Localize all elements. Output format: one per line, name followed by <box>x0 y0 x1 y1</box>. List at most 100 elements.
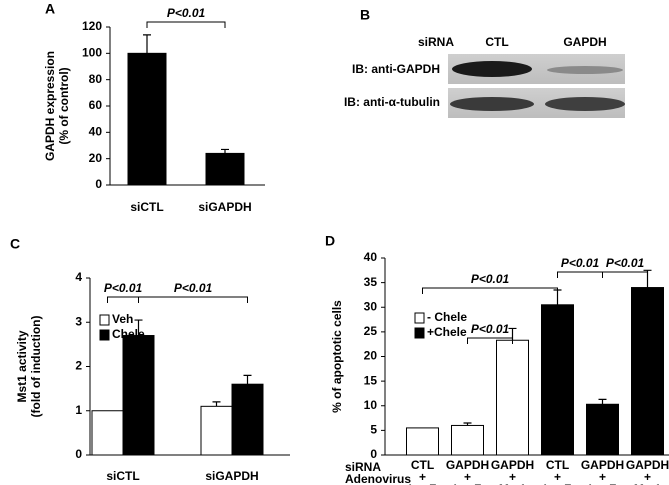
significance-label: P<0.01 <box>174 281 213 295</box>
x-tick-label: GAPDH <box>446 458 489 472</box>
y-tick-label: 5 <box>370 423 377 437</box>
y-tick-label: 20 <box>364 349 378 363</box>
row-label: Adenovirus <box>345 472 411 485</box>
bar <box>231 383 264 456</box>
panel-label: A <box>45 1 55 17</box>
blot-band <box>547 66 623 74</box>
x-tick-label: LacZ <box>408 482 436 485</box>
x-tick-label: + <box>464 470 471 484</box>
bar <box>451 424 484 456</box>
significance-bracket <box>467 337 513 344</box>
significance-label: P<0.01 <box>167 6 206 20</box>
bar <box>631 287 664 456</box>
y-tick-label: 20 <box>89 151 103 165</box>
error-bar <box>134 319 143 336</box>
y-axis-label: GAPDH expression <box>43 51 57 161</box>
y-tick-label: 30 <box>364 299 378 313</box>
bar <box>406 427 439 456</box>
row-label: siRNA <box>345 460 381 474</box>
error-bar <box>243 374 252 385</box>
x-tick-label: Mst1 <box>499 482 527 485</box>
x-tick-label: Mst1 <box>634 482 662 485</box>
bar <box>496 339 529 456</box>
panel-label: D <box>325 233 335 249</box>
x-tick-label: + <box>554 470 561 484</box>
x-tick-label: GAPDH <box>626 458 669 472</box>
legend-label: Chele <box>112 327 145 341</box>
error-bar <box>212 401 221 407</box>
x-tick-label: LacZ <box>543 482 571 485</box>
y-axis-label: (% of control) <box>57 67 71 144</box>
y-tick-label: 40 <box>89 125 103 139</box>
y-tick-label: 25 <box>364 324 378 338</box>
legend-label: Veh <box>112 312 133 326</box>
significance-bracket <box>422 287 558 294</box>
y-tick-label: 0 <box>370 447 377 461</box>
significance-bracket <box>107 296 139 303</box>
significance-bracket <box>602 271 648 278</box>
error-bar <box>463 422 472 426</box>
significance-bracket <box>557 271 603 278</box>
y-tick-label: 60 <box>89 98 103 112</box>
x-tick-label: siGAPDH <box>198 200 251 214</box>
x-tick-label: siGAPDH <box>205 469 258 483</box>
blot-band <box>452 61 532 77</box>
x-tick-label: + <box>509 470 516 484</box>
panel-label: B <box>360 7 370 23</box>
y-tick-label: 1 <box>75 403 82 417</box>
y-axis-label: % of apoptotic cells <box>330 300 344 413</box>
x-tick-label: siCTL <box>130 200 163 214</box>
bar <box>586 403 619 456</box>
y-tick-label: 0 <box>95 177 102 191</box>
y-tick-label: 40 <box>364 250 378 264</box>
row-label: IB: anti-α-tubulin <box>344 95 440 109</box>
x-tick-label: siCTL <box>106 469 139 483</box>
legend-swatch <box>414 327 425 339</box>
bar <box>127 52 167 186</box>
lane-label: CTL <box>485 35 508 49</box>
y-axis-label: Mst1 activity <box>15 330 29 402</box>
bar <box>205 152 245 186</box>
x-tick-label: GAPDH <box>491 458 534 472</box>
significance-label: P<0.01 <box>606 256 645 270</box>
legend-swatch <box>99 314 110 326</box>
y-tick-label: 35 <box>364 275 378 289</box>
legend-label: +Chele <box>427 325 467 339</box>
legend-label: - Chele <box>427 310 467 324</box>
panel-label: C <box>10 236 20 252</box>
y-tick-label: 80 <box>89 72 103 86</box>
y-tick-label: 100 <box>82 46 102 60</box>
y-axis-label: (fold of induction) <box>29 316 43 418</box>
bar <box>122 335 155 456</box>
legend-swatch <box>99 329 110 341</box>
significance-bracket <box>138 296 248 303</box>
error-bar <box>598 398 607 405</box>
x-tick-label: LacZ <box>588 482 616 485</box>
y-tick-label: 10 <box>364 398 378 412</box>
significance-label: P<0.01 <box>561 256 600 270</box>
y-tick-label: 2 <box>75 359 82 373</box>
blot-header: siRNA <box>418 35 454 49</box>
y-tick-label: 120 <box>82 19 102 33</box>
significance-label: P<0.01 <box>104 281 143 295</box>
bar <box>91 410 124 456</box>
y-tick-label: 0 <box>75 447 82 461</box>
x-tick-label: CTL <box>411 458 434 472</box>
y-tick-label: 3 <box>75 314 82 328</box>
bar <box>541 304 574 456</box>
blot-band <box>450 97 534 111</box>
significance-bracket <box>146 21 226 28</box>
x-tick-label: + <box>644 470 651 484</box>
error-bar <box>221 148 229 154</box>
blot-band <box>545 97 625 111</box>
significance-label: P<0.01 <box>471 322 510 336</box>
x-tick-label: LacZ <box>453 482 481 485</box>
x-tick-label: GAPDH <box>581 458 624 472</box>
error-bar <box>143 34 151 54</box>
y-tick-label: 4 <box>75 270 82 284</box>
x-tick-label: + <box>419 470 426 484</box>
x-tick-label: CTL <box>546 458 569 472</box>
bar <box>200 405 233 456</box>
significance-label: P<0.01 <box>471 272 510 286</box>
